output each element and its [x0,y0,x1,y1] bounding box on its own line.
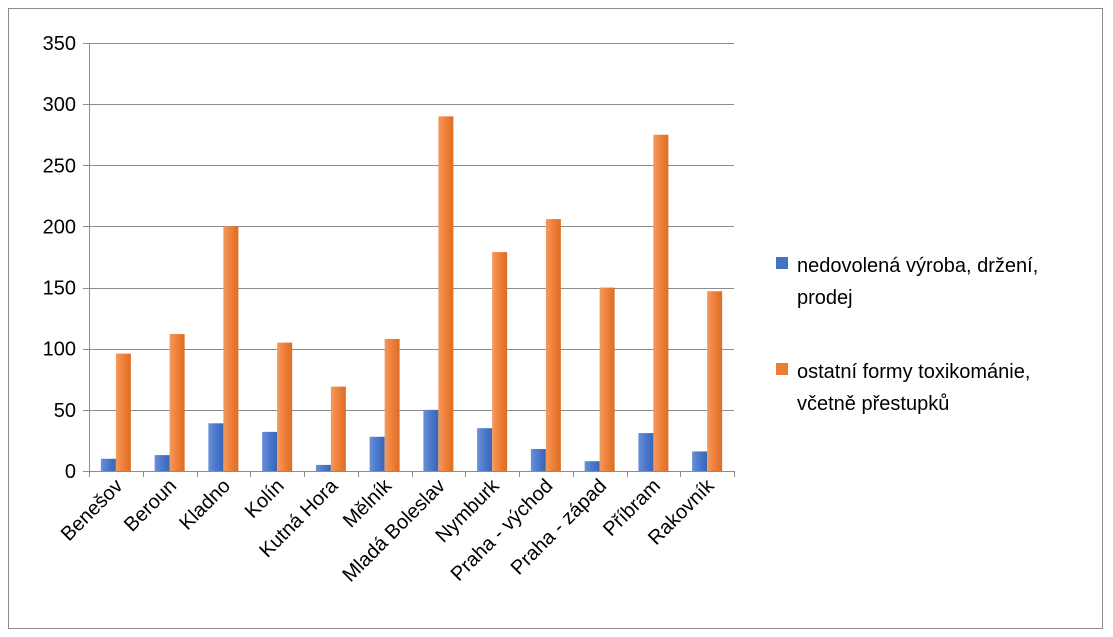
bars [100,116,723,471]
bar-ostatni [115,353,131,471]
bar-nedovolena [477,428,493,471]
bar-nedovolena [208,423,224,471]
bar-ostatni [384,338,400,471]
bar-ostatni [707,291,723,471]
x-tick-label: Beroun [120,475,181,536]
bar-nedovolena [154,455,170,471]
legend-label-nedovolena: prodej [797,287,853,309]
y-tick-label: 300 [43,94,76,116]
legend-label-ostatni: včetně přestupků [797,393,949,415]
x-tick-label: Praha - západ [507,475,611,579]
x-tick-label: Benešov [57,475,128,546]
bar-ostatni [545,219,561,471]
y-tick-label: 150 [43,278,76,300]
x-tick-label: Kladno [175,475,235,535]
legend-swatch-nedovolena [776,257,788,269]
y-tick-label: 50 [54,400,76,422]
y-tick-label: 350 [43,33,76,55]
bar-ostatni [438,116,454,471]
legend-label-ostatni: ostatní formy toxikománie, [797,361,1030,383]
axes [89,43,735,477]
y-tick-label: 100 [43,339,76,361]
bar-ostatni [599,287,615,471]
y-tick-label: 0 [65,461,76,483]
gridlines [83,43,734,472]
bar-nedovolena [584,461,600,471]
x-tick-label: Kolín [241,475,289,523]
bar-ostatni [492,252,508,471]
y-tick-label: 200 [43,216,76,238]
legend: nedovolená výroba, držení, prodej ostatní … [776,255,1038,415]
bar-ostatni [653,134,669,471]
y-axis-tick-labels: 0 50 100 150 200 250 300 350 [43,33,76,483]
legend-swatch-ostatni [776,363,788,375]
chart-frame [8,8,1103,629]
legend-label-nedovolena: nedovolená výroba, držení, [797,255,1038,277]
bar-ostatni [169,334,185,471]
bar-nedovolena [100,458,116,471]
bar-ostatni [330,386,346,471]
bar-nedovolena [638,433,654,471]
bar-ostatni [277,342,293,471]
bar-nedovolena [262,431,278,471]
bar-ostatni [223,226,239,471]
bar-nedovolena [423,409,439,471]
bar-nedovolena [692,451,708,471]
bar-nedovolena [315,464,331,471]
y-tick-label: 250 [43,155,76,177]
bar-nedovolena [530,448,546,471]
bar-nedovolena [369,436,385,471]
